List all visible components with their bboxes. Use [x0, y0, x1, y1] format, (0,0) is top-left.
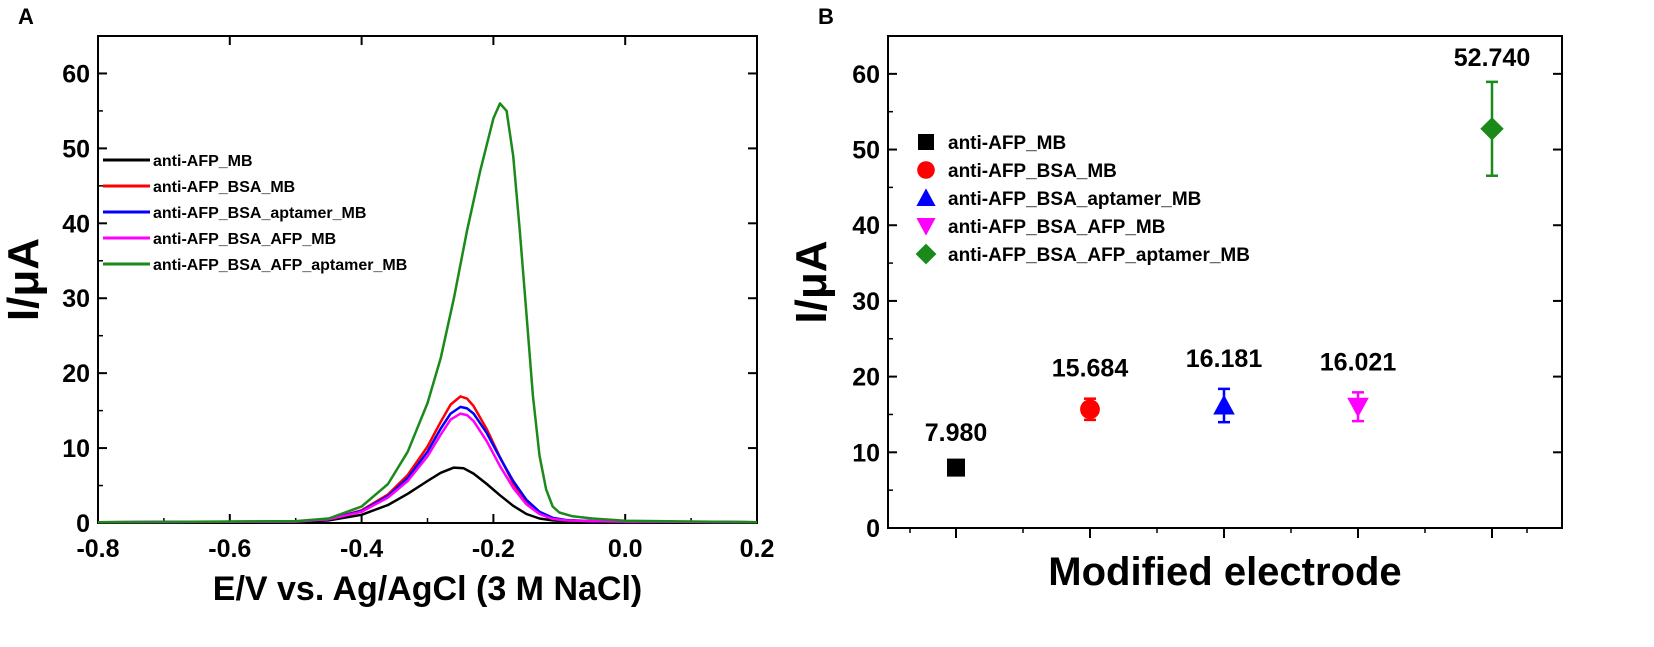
y-tick-label: 30	[62, 285, 90, 313]
legend-label-2: anti-AFP_BSA_MB	[948, 161, 1117, 182]
value-label-5: 52.740	[1454, 44, 1530, 72]
x-tick-label: 0.0	[608, 535, 643, 563]
x-tick-label: -0.6	[208, 535, 251, 563]
legend-marker-5	[915, 243, 937, 265]
x-tick-label: -0.2	[472, 535, 515, 563]
value-label-3: 16.181	[1186, 345, 1263, 373]
y-axis-title: I/μA	[787, 240, 836, 323]
panel-b-peak-currents: 0 10 20 30 40 50 60 Modified electrode I/μA 7.980…	[787, 35, 1563, 594]
x-axis-title: E/V vs. Ag/AgCl (3 M NaCl)	[213, 570, 642, 608]
panel-a-voltammogram: 0 10 20 30 40 50 60 -0.8 -0.6 -0.4 -0.2 0.0 0.2 E/V v…	[0, 35, 775, 608]
data-point-4	[1347, 397, 1369, 418]
series-line-2	[97, 395, 758, 524]
legend-label-4: anti-AFP_BSA_AFP_MB	[948, 217, 1165, 238]
legend-label-3: anti-AFP_BSA_aptamer_MB	[153, 205, 366, 222]
legend-marker-3	[916, 188, 936, 206]
legend-label-5: anti-AFP_BSA_AFP_aptamer_MB	[153, 257, 407, 274]
y-tick-label: 60	[852, 61, 880, 89]
y-tick-label: 10	[852, 439, 880, 467]
y-tick-label: 30	[852, 288, 880, 316]
x-tick-label: -0.8	[76, 535, 119, 563]
y-tick-label: 10	[62, 435, 90, 463]
legend-label-2: anti-AFP_BSA_MB	[153, 179, 295, 196]
value-label-4: 16.021	[1320, 348, 1397, 376]
value-label-2: 15.684	[1052, 355, 1129, 383]
legend-label-1: anti-AFP_MB	[948, 133, 1066, 154]
y-tick-label: 60	[62, 60, 90, 88]
series-line-3	[97, 405, 758, 524]
y-tick-label: 50	[852, 137, 880, 165]
legend-marker-1	[918, 134, 934, 150]
legend-label-3: anti-AFP_BSA_aptamer_MB	[948, 189, 1201, 210]
series-line-5	[97, 102, 758, 524]
legend-label-4: anti-AFP_BSA_AFP_MB	[153, 231, 336, 248]
plot-frame-b	[887, 35, 1563, 529]
data-point-2	[1080, 399, 1100, 420]
y-tick-label: 0	[866, 515, 880, 543]
y-tick-label: 20	[852, 364, 880, 392]
data-point-5	[1480, 117, 1504, 141]
y-tick-label: 40	[852, 212, 880, 240]
x-tick-label: -0.4	[340, 535, 383, 563]
y-tick-label: 50	[62, 135, 90, 163]
value-label-1: 7.980	[925, 419, 988, 447]
legend-marker-4	[916, 218, 936, 236]
data-point-1	[947, 458, 965, 477]
x-tick-label: 0.2	[740, 535, 775, 563]
y-axis-title: I/μA	[0, 238, 48, 321]
x-axis-title: Modified electrode	[1048, 550, 1401, 594]
series-line-1	[97, 466, 758, 524]
series-line-4	[97, 412, 758, 524]
panel-a-label: A	[18, 4, 34, 29]
y-tick-label: 40	[62, 210, 90, 238]
y-tick-label: 20	[62, 360, 90, 388]
legend-label-1: anti-AFP_MB	[153, 153, 253, 170]
legend-label-5: anti-AFP_BSA_AFP_aptamer_MB	[948, 245, 1250, 266]
legend-marker-2	[917, 161, 935, 179]
y-tick-label: 0	[76, 510, 90, 538]
panel-b-label: B	[818, 4, 834, 29]
data-point-3	[1213, 394, 1235, 415]
